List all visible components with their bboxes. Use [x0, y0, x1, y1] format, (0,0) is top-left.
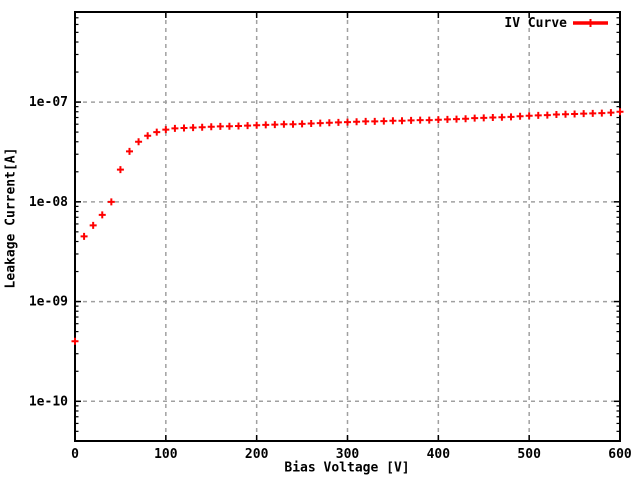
data-point-marker: [453, 115, 460, 123]
data-point-marker: [262, 121, 270, 129]
data-point-marker: [135, 138, 143, 146]
data-point-marker: [598, 109, 606, 117]
data-point-marker: [562, 110, 569, 118]
data-point-marker: [198, 123, 206, 131]
x-tick-label: 400: [427, 447, 451, 462]
data-point-marker: [325, 119, 333, 127]
data-point-marker: [144, 132, 152, 140]
data-point-marker: [353, 118, 361, 126]
data-point-marker: [371, 117, 379, 125]
data-point-marker: [162, 126, 170, 134]
data-point-marker: [489, 114, 497, 122]
data-point-marker: [552, 111, 560, 119]
data-point-marker: [153, 128, 161, 136]
data-point-marker: [525, 112, 533, 120]
data-point-marker: [580, 110, 588, 118]
data-point-marker: [298, 120, 306, 128]
data-point-marker: [126, 147, 133, 155]
data-point-marker: [271, 121, 279, 129]
data-point-marker: [253, 121, 261, 129]
data-point-marker: [543, 111, 551, 119]
data-point-marker: [80, 232, 88, 240]
data-point-marker: [289, 120, 297, 128]
y-tick-label: 1e-10: [29, 394, 68, 409]
data-point-marker: [216, 122, 224, 130]
data-point-marker: [89, 221, 97, 229]
legend: IV Curve: [504, 15, 608, 31]
x-tick-label: 600: [608, 447, 632, 462]
legend-plus-marker: [586, 19, 595, 27]
data-point-marker: [107, 198, 115, 206]
x-tick-label: 100: [154, 447, 178, 462]
y-tick-label: 1e-08: [29, 195, 68, 210]
data-point-marker: [589, 109, 597, 117]
data-point-marker: [362, 117, 370, 125]
x-tick-label: 300: [336, 447, 360, 462]
data-point-marker: [189, 124, 197, 132]
data-point-marker: [434, 116, 442, 124]
legend-key-icon: [573, 19, 608, 27]
data-point-marker: [225, 122, 233, 130]
data-point-marker: [316, 119, 324, 127]
x-tick-label: 500: [517, 447, 541, 462]
data-point-marker: [407, 116, 415, 124]
data-point-marker: [443, 115, 451, 123]
data-point-marker: [389, 117, 397, 125]
y-tick-label: 1e-09: [29, 295, 68, 310]
x-tick-label: 0: [71, 447, 79, 462]
legend-label: IV Curve: [504, 15, 567, 31]
data-point-marker: [416, 116, 424, 124]
data-point-marker: [344, 118, 351, 126]
y-axis-title: Leakage Current[A]: [3, 147, 19, 289]
data-point-marker: [244, 122, 252, 130]
x-axis-title: Bias Voltage [V]: [284, 460, 410, 476]
data-point-marker: [334, 118, 342, 126]
data-point-marker: [534, 111, 542, 119]
data-point-marker: [462, 115, 470, 123]
data-point-marker: [425, 116, 433, 124]
data-point-marker: [480, 114, 488, 122]
data-point-marker: [207, 123, 215, 131]
data-point-marker: [571, 110, 579, 118]
data-point-marker: [507, 113, 515, 121]
data-point-marker: [380, 117, 388, 125]
x-tick-label: 200: [245, 447, 269, 462]
data-point-marker: [180, 124, 188, 132]
data-point-marker: [71, 337, 79, 345]
data-point-marker: [498, 113, 506, 121]
data-point-marker: [116, 166, 124, 174]
y-tick-label: 1e-07: [29, 95, 68, 110]
data-point-marker: [471, 114, 479, 122]
data-point-marker: [398, 117, 406, 125]
data-point-marker: [307, 119, 315, 127]
data-point-marker: [607, 109, 615, 117]
data-point-marker: [280, 120, 288, 128]
data-point-marker: [616, 108, 624, 116]
data-point-marker: [98, 211, 106, 219]
data-point-marker: [235, 122, 242, 130]
data-point-marker: [516, 112, 524, 120]
data-point-marker: [171, 124, 179, 132]
